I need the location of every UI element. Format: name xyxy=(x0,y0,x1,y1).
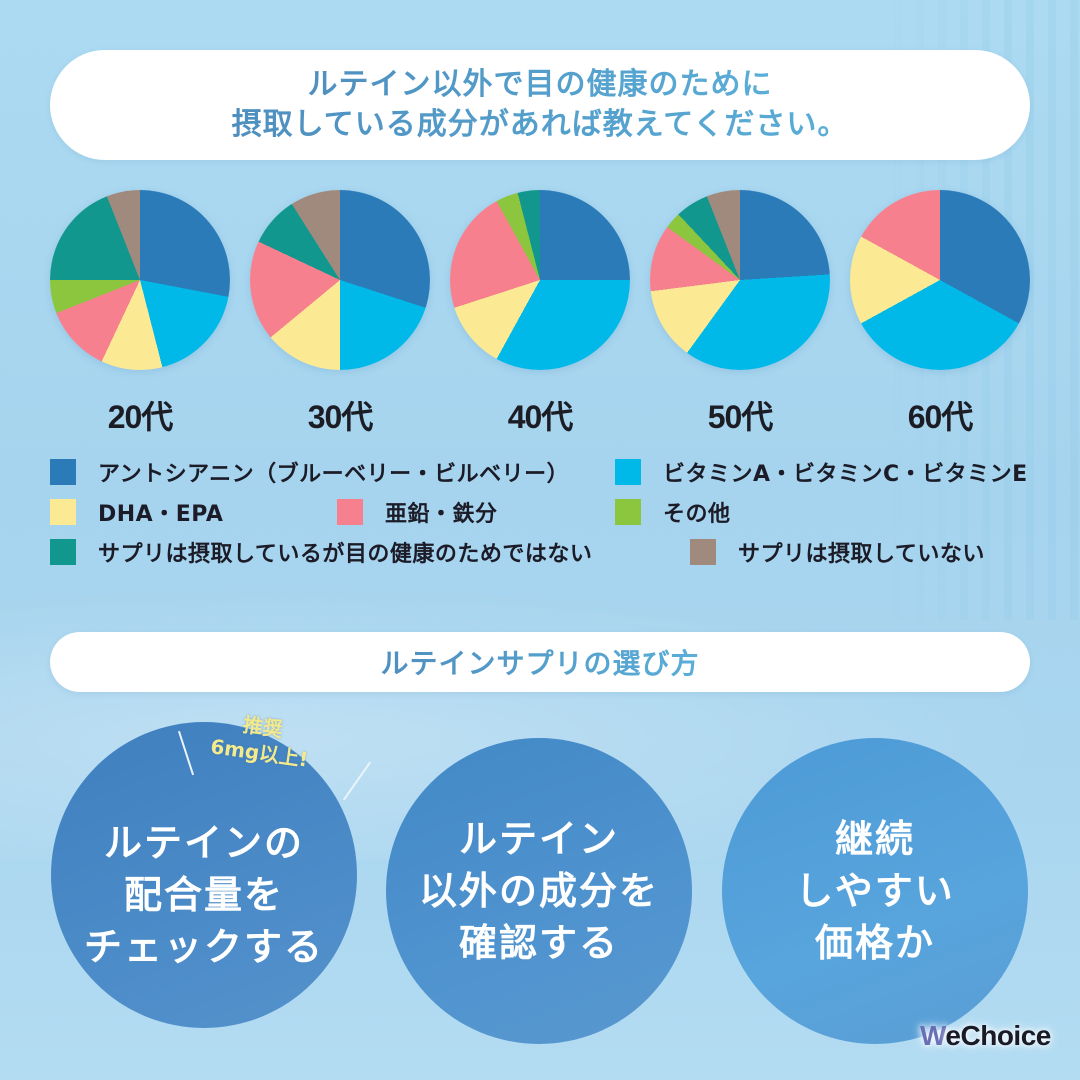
title-line-1: ルテイン以外で目の健康のために xyxy=(308,65,773,105)
pie-group-40s: 40代 xyxy=(450,190,630,438)
pie-label-30s: 30代 xyxy=(307,399,374,435)
pie-label-60s: 60代 xyxy=(907,399,974,435)
pie-label-40s: 40代 xyxy=(507,399,574,435)
pie-label-20s: 20代 xyxy=(107,399,174,435)
tip-line: 配合量を xyxy=(123,873,284,917)
tip-line: ルテインの xyxy=(103,821,304,865)
swatch-supplement-not-for-eyes xyxy=(50,539,76,565)
pie-group-50s: 50代 xyxy=(650,190,830,438)
pie-chart-60s xyxy=(850,190,1030,370)
pie-chart-20s xyxy=(50,190,230,370)
legend-item-dha-epa: DHA・EPA xyxy=(50,492,223,532)
badge-accent-line-right xyxy=(342,761,372,801)
tip-line: チェックする xyxy=(83,925,324,969)
swatch-vitamins xyxy=(615,459,641,485)
legend-label: アントシアニン（ブルーベリー・ビルベリー） xyxy=(98,462,570,487)
legend-label: サプリは摂取していない xyxy=(738,542,985,567)
pie-chart-row: 20代 30代 40代 50代 60代 xyxy=(0,190,1080,435)
logo-mark: W xyxy=(920,1020,946,1051)
tip-line: 価格か xyxy=(814,921,935,965)
question-title-banner: ルテイン以外で目の健康のために 摂取している成分があれば教えてください。 xyxy=(50,50,1030,160)
legend-item-anthocyanin: アントシアニン（ブルーベリー・ビルベリー） xyxy=(50,452,569,492)
chart-legend: アントシアニン（ブルーベリー・ビルベリー） ビタミンA・ビタミンC・ビタミンE … xyxy=(50,452,1040,572)
legend-label: 亜鉛・鉄分 xyxy=(385,502,498,527)
legend-label: DHA・EPA xyxy=(98,502,224,527)
legend-item-vitamins: ビタミンA・ビタミンC・ビタミンE xyxy=(615,452,1028,492)
legend-item-supplement-not-for-eyes: サプリは摂取しているが目の健康のためではない xyxy=(50,532,592,572)
tip-line: 以外の成分を xyxy=(418,869,659,913)
tip-line: ルテイン xyxy=(458,817,619,861)
wechoice-logo: WeChoice xyxy=(920,1020,1051,1052)
tip-circle-lutein-amount: ルテインの 配合量を チェックする xyxy=(51,722,357,1028)
legend-item-no-supplement: サプリは摂取していない xyxy=(690,532,985,572)
swatch-anthocyanin xyxy=(50,459,76,485)
pie-label-50s: 50代 xyxy=(707,399,774,435)
logo-text: eChoice xyxy=(945,1020,1051,1051)
legend-label: その他 xyxy=(663,502,731,527)
pie-group-60s: 60代 xyxy=(850,190,1030,438)
legend-label: ビタミンA・ビタミンC・ビタミンE xyxy=(663,462,1028,487)
pie-group-30s: 30代 xyxy=(250,190,430,438)
legend-item-other: その他 xyxy=(615,492,731,532)
tip-line: 確認する xyxy=(458,921,619,965)
legend-item-zinc-iron: 亜鉛・鉄分 xyxy=(337,492,498,532)
swatch-zinc-iron xyxy=(337,499,363,525)
pie-chart-50s xyxy=(650,190,830,370)
tip-circle-other-ingredients: ルテイン 以外の成分を 確認する xyxy=(386,738,692,1044)
swatch-other xyxy=(615,499,641,525)
section-title: ルテインサプリの選び方 xyxy=(380,642,699,682)
legend-label: サプリは摂取しているが目の健康のためではない xyxy=(98,542,593,567)
swatch-no-supplement xyxy=(690,539,716,565)
tip-line: しやすい xyxy=(795,869,955,913)
title-line-2: 摂取している成分があれば教えてください。 xyxy=(232,105,849,145)
section-title-banner: ルテインサプリの選び方 xyxy=(50,632,1030,692)
tip-line: 継続 xyxy=(834,817,915,861)
pie-chart-30s xyxy=(250,190,430,370)
tip-circle-price: 継続 しやすい 価格か xyxy=(722,738,1028,1044)
swatch-dha-epa xyxy=(50,499,76,525)
pie-group-20s: 20代 xyxy=(50,190,230,438)
pie-chart-40s xyxy=(450,190,630,370)
